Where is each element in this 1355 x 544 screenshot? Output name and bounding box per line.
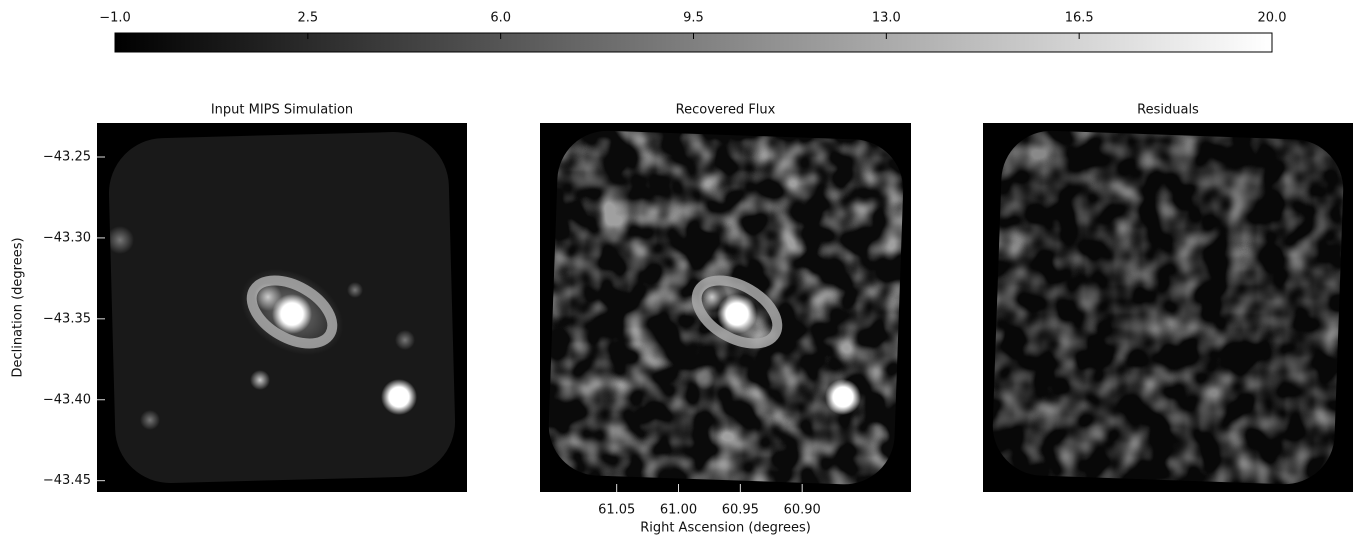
y-axis-label: Declination (degrees) <box>11 237 26 377</box>
colorbar-tick-label: 13.0 <box>872 11 901 26</box>
image-panel <box>540 123 911 492</box>
x-tick-label: 60.95 <box>722 503 759 518</box>
y-tick-label: −43.40 <box>43 392 91 407</box>
figure: −1.0 2.5 6.0 9.5 13.0 16.5 20.0 Input MIPS Simu… <box>0 0 1355 540</box>
colorbar-tick-label: −1.0 <box>99 11 131 26</box>
y-tick-label: −43.30 <box>43 230 91 245</box>
colorbar-tick-label: 9.5 <box>683 11 704 26</box>
colorbar-tick-label: 16.5 <box>1065 11 1094 26</box>
colorbar-tick-label: 6.0 <box>490 11 511 26</box>
panel-title: Recovered Flux <box>676 103 776 118</box>
y-tick-label: −43.25 <box>43 149 91 164</box>
image-panel <box>97 123 467 492</box>
x-tick-label: 61.00 <box>660 503 697 518</box>
y-tick-label: −43.45 <box>43 473 91 488</box>
colorbar-tick-label: 2.5 <box>297 11 318 26</box>
x-axis-label: Right Ascension (degrees) <box>640 521 811 536</box>
y-tick-label: −43.35 <box>43 311 91 326</box>
x-tick-label: 60.90 <box>784 503 821 518</box>
colorbar-tick-label: 20.0 <box>1258 11 1287 26</box>
panel-title: Residuals <box>1137 103 1199 118</box>
panel-title: Input MIPS Simulation <box>211 103 353 118</box>
image-panel <box>983 123 1353 492</box>
x-tick-label: 61.05 <box>598 503 635 518</box>
